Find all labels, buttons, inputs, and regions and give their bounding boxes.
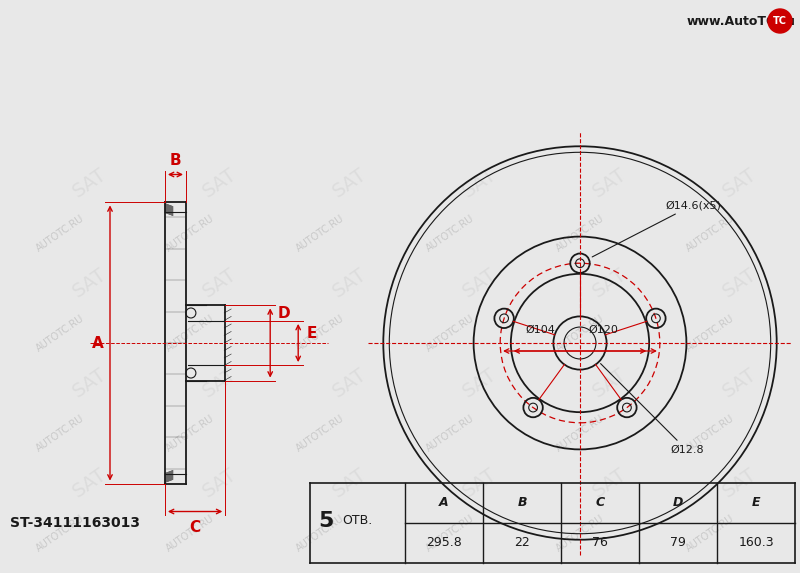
Text: 22: 22 <box>514 536 530 550</box>
Text: SAT: SAT <box>70 364 110 401</box>
Text: SAT: SAT <box>590 164 630 201</box>
Text: B: B <box>518 496 526 509</box>
Text: AUTOTC.RU: AUTOTC.RU <box>294 213 346 253</box>
Text: AUTOTC.RU: AUTOTC.RU <box>684 313 736 353</box>
Text: Ø14.6(x5): Ø14.6(x5) <box>592 200 721 257</box>
Text: SAT: SAT <box>330 364 370 401</box>
Text: SAT: SAT <box>70 265 110 301</box>
Text: A: A <box>439 496 449 509</box>
Text: SAT: SAT <box>199 465 241 501</box>
Text: AUTOTC.RU: AUTOTC.RU <box>34 213 86 253</box>
Text: AUTOTC.RU: AUTOTC.RU <box>684 413 736 453</box>
Text: www.AutoTC.ru: www.AutoTC.ru <box>686 15 795 28</box>
Circle shape <box>768 9 792 33</box>
Text: ОТВ.: ОТВ. <box>342 515 372 528</box>
Text: AUTOTC.RU: AUTOTC.RU <box>294 413 346 453</box>
Text: SAT: SAT <box>719 265 761 301</box>
Text: SAT: SAT <box>719 164 761 201</box>
Text: SAT: SAT <box>330 465 370 501</box>
Text: SAT: SAT <box>70 164 110 201</box>
Text: SAT: SAT <box>719 465 761 501</box>
Text: Ø120: Ø120 <box>588 325 618 335</box>
Text: AUTOTC.RU: AUTOTC.RU <box>164 513 216 553</box>
Text: SAT: SAT <box>590 265 630 301</box>
Text: D: D <box>673 496 683 509</box>
Text: AUTOTC.RU: AUTOTC.RU <box>34 313 86 353</box>
Text: C: C <box>190 520 201 535</box>
Text: AUTOTC.RU: AUTOTC.RU <box>554 213 606 253</box>
Text: SAT: SAT <box>590 364 630 401</box>
Text: AUTOTC.RU: AUTOTC.RU <box>294 313 346 353</box>
Text: AUTOTC.RU: AUTOTC.RU <box>554 313 606 353</box>
Text: SAT: SAT <box>459 364 501 401</box>
Text: AUTOTC.RU: AUTOTC.RU <box>554 513 606 553</box>
Text: A: A <box>92 336 104 351</box>
Text: Ø104: Ø104 <box>525 325 555 335</box>
Text: AUTOTC.RU: AUTOTC.RU <box>164 313 216 353</box>
Text: AUTOTC.RU: AUTOTC.RU <box>164 413 216 453</box>
Text: AUTOTC.RU: AUTOTC.RU <box>554 413 606 453</box>
Text: E: E <box>307 325 318 340</box>
Text: TC: TC <box>773 16 787 26</box>
Text: AUTOTC.RU: AUTOTC.RU <box>684 213 736 253</box>
Text: AUTOTC.RU: AUTOTC.RU <box>684 513 736 553</box>
Text: SAT: SAT <box>199 164 241 201</box>
Text: B: B <box>170 153 182 168</box>
Text: AUTOTC.RU: AUTOTC.RU <box>424 213 476 253</box>
Text: AUTOTC.RU: AUTOTC.RU <box>294 513 346 553</box>
Text: AUTOTC.RU: AUTOTC.RU <box>34 513 86 553</box>
Text: SAT: SAT <box>199 265 241 301</box>
Text: SAT: SAT <box>459 265 501 301</box>
Text: ST-34111163013: ST-34111163013 <box>10 516 140 530</box>
Text: D: D <box>278 305 290 320</box>
Text: SAT: SAT <box>330 265 370 301</box>
Text: AUTOTC.RU: AUTOTC.RU <box>424 513 476 553</box>
Text: 79: 79 <box>670 536 686 550</box>
Text: SAT: SAT <box>459 465 501 501</box>
Text: AUTOTC.RU: AUTOTC.RU <box>424 313 476 353</box>
Text: Ø12.8: Ø12.8 <box>601 364 704 455</box>
Text: E: E <box>752 496 760 509</box>
Text: SAT: SAT <box>459 164 501 201</box>
Text: SAT: SAT <box>199 364 241 401</box>
Text: SAT: SAT <box>719 364 761 401</box>
Text: AUTOTC.RU: AUTOTC.RU <box>164 213 216 253</box>
Text: 295.8: 295.8 <box>426 536 462 550</box>
Text: 160.3: 160.3 <box>738 536 774 550</box>
Text: AUTOTC.RU: AUTOTC.RU <box>424 413 476 453</box>
Text: SAT: SAT <box>330 164 370 201</box>
Text: AUTOTC.RU: AUTOTC.RU <box>34 413 86 453</box>
Text: 5: 5 <box>318 511 334 531</box>
Text: C: C <box>595 496 605 509</box>
Text: SAT: SAT <box>590 465 630 501</box>
Text: SAT: SAT <box>70 465 110 501</box>
Text: 76: 76 <box>592 536 608 550</box>
